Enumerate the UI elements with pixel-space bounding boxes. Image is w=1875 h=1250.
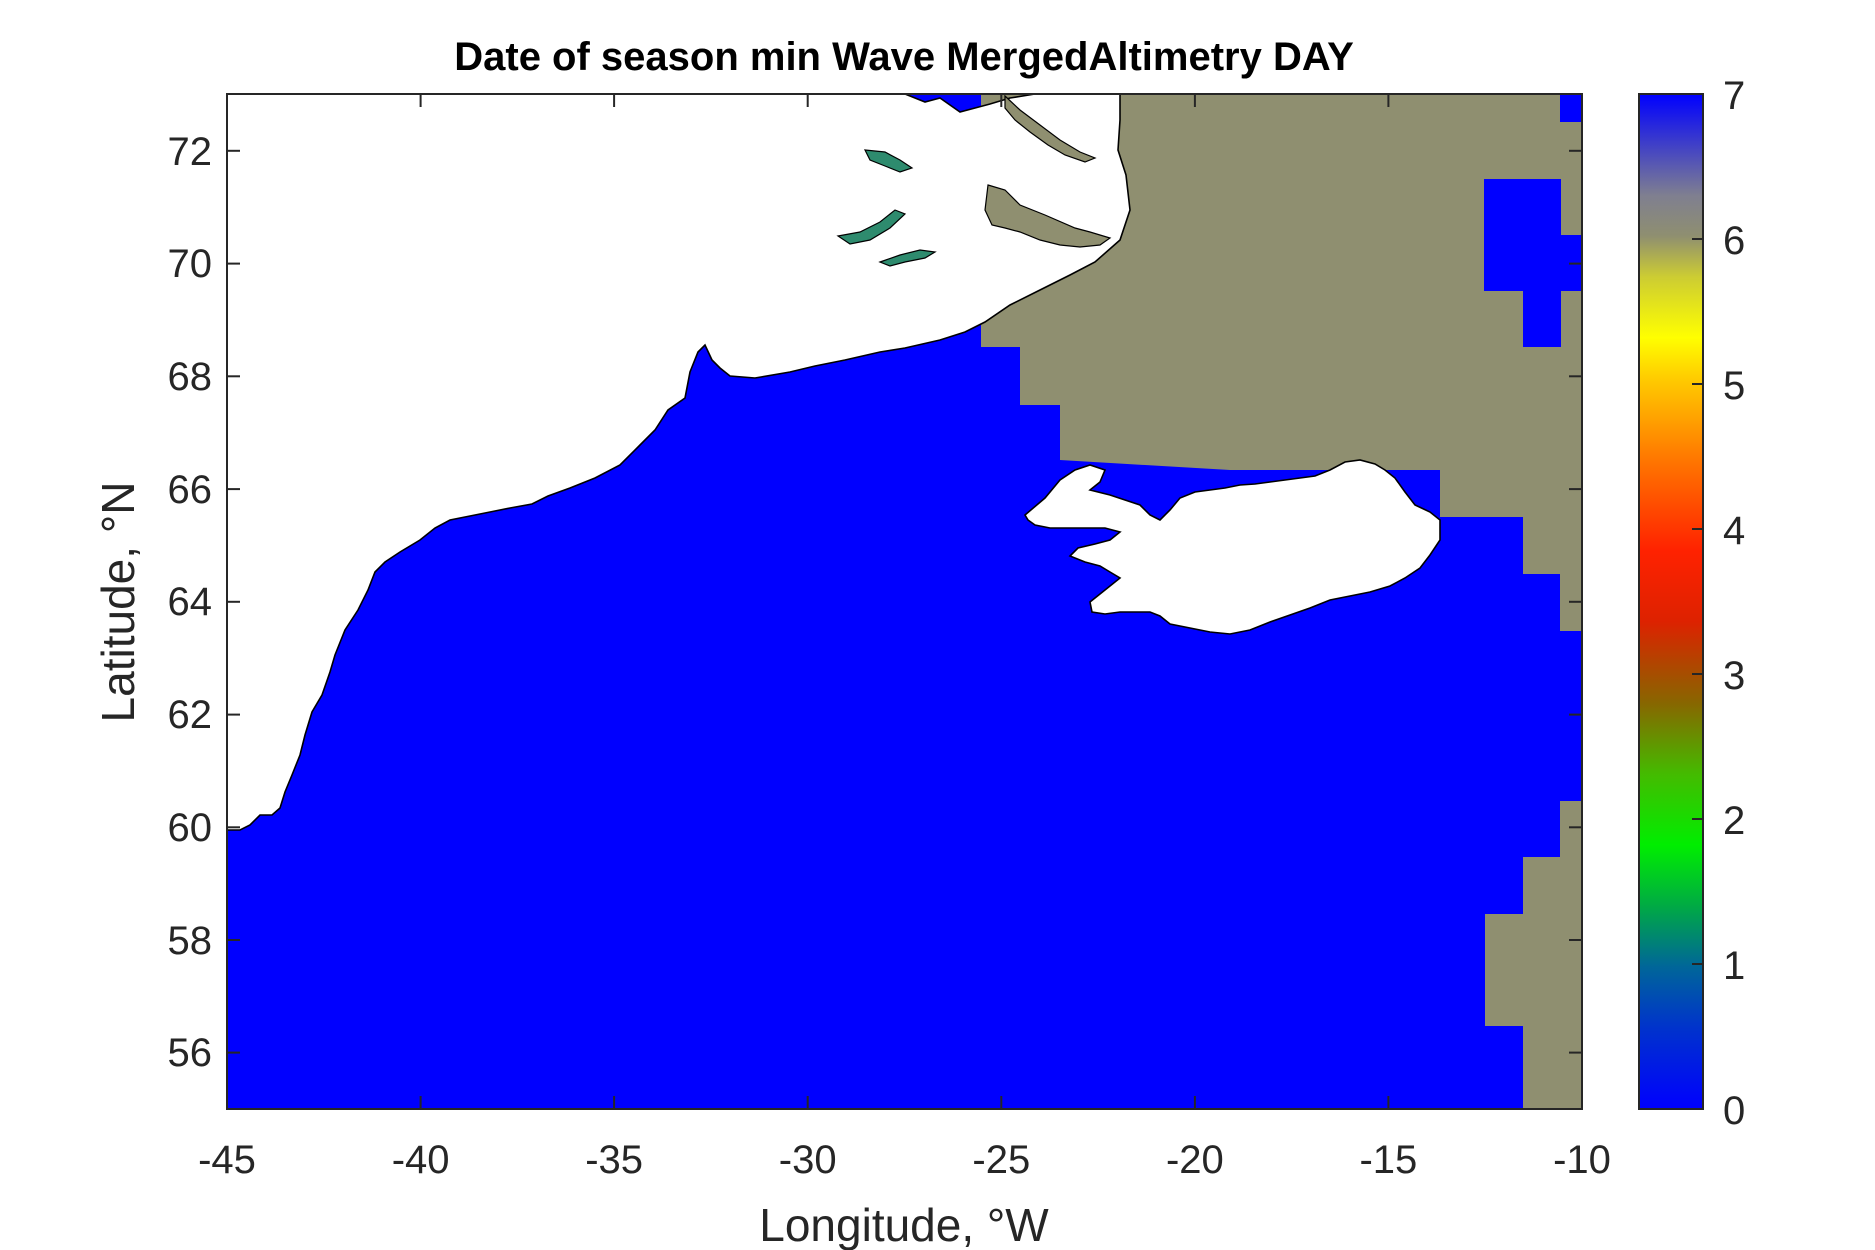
colorbar-tick-label: 6: [1723, 219, 1745, 263]
y-tick-label: 64: [168, 580, 213, 624]
ocean-cell: [1523, 291, 1561, 347]
colorbar-tick-label: 5: [1723, 364, 1745, 408]
x-tick-label: -25: [972, 1138, 1030, 1182]
y-tick-label: 72: [168, 130, 213, 174]
fjord-teal: [836, 209, 907, 245]
plot-area: [227, 94, 1582, 1109]
y-axis: 56 58 60 62 64 66 68 70 72 Latitude, °N: [92, 130, 1582, 1075]
colorbar-tick-label: 7: [1723, 74, 1745, 118]
y-tick-label: 70: [168, 242, 213, 286]
x-tick-label: -45: [198, 1138, 256, 1182]
colorbar-tick-label: 2: [1723, 799, 1745, 843]
colorbar: 0 1 2 3 4 5 6 7: [1638, 74, 1745, 1133]
colorbar-tick-label: 4: [1723, 509, 1745, 553]
y-tick-label: 60: [168, 806, 213, 850]
ocean-cell: [1560, 94, 1582, 122]
y-tick-label: 68: [168, 355, 213, 399]
x-tick-label: -40: [392, 1138, 450, 1182]
land-iceland: [1023, 459, 1441, 635]
y-axis-label: Latitude, °N: [92, 482, 144, 723]
fjord-gray: [984, 184, 1112, 248]
colorbar-tick-label: 1: [1723, 944, 1745, 988]
x-axis: -45 -40 -35 -30 -25 -20 -15 -10 Longitud…: [198, 94, 1611, 1250]
y-tick-label: 56: [168, 1031, 213, 1075]
ocean-cell: [1484, 179, 1561, 291]
colorbar-gradient: [1638, 93, 1704, 1110]
y-tick-label: 62: [168, 693, 213, 737]
sector-region-northeast: [981, 94, 1582, 1109]
x-tick-label: -10: [1553, 1138, 1611, 1182]
colorbar-tick-label: 0: [1723, 1089, 1745, 1133]
fjord-teal: [863, 149, 914, 173]
x-axis-label: Longitude, °W: [759, 1199, 1049, 1250]
colorbar-tick-marks: [1692, 93, 1703, 1110]
y-tick-label: 58: [168, 919, 213, 963]
x-tick-marks: [226, 94, 1583, 1109]
y-tick-marks: [227, 149, 1582, 1054]
x-tick-label: -30: [779, 1138, 837, 1182]
y-tick-label: 66: [168, 468, 213, 512]
fjord-gray: [1004, 94, 1097, 163]
x-tick-label: -20: [1166, 1138, 1224, 1182]
x-tick-label: -15: [1359, 1138, 1417, 1182]
x-tick-label: -35: [585, 1138, 643, 1182]
chart-title: Date of season min Wave MergedAltimetry …: [454, 35, 1354, 79]
fjord-teal: [878, 249, 937, 267]
colorbar-tick-label: 3: [1723, 654, 1745, 698]
land-greenland: [227, 94, 1131, 831]
